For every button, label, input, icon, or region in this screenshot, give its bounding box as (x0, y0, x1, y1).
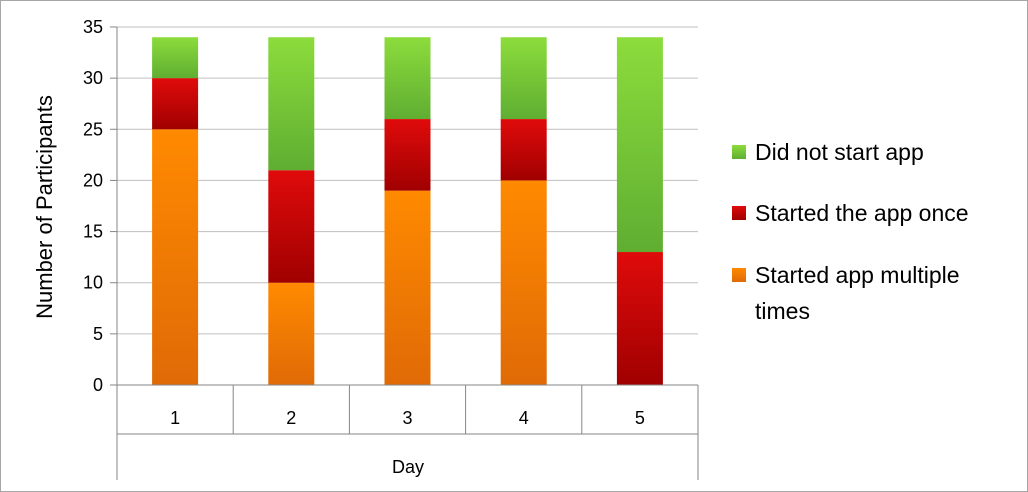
x-tick-label: 4 (519, 408, 529, 428)
x-tick-label: 5 (635, 408, 645, 428)
legend-swatch (732, 268, 746, 282)
bar-segment (268, 282, 315, 385)
x-tick-label: 3 (402, 408, 412, 428)
legend-label: Did not start app (755, 139, 924, 165)
bar-segment (500, 119, 547, 181)
bar-segment (384, 190, 431, 385)
x-tick-label: 1 (170, 408, 180, 428)
y-tick-label: 5 (93, 324, 103, 344)
y-tick-label: 10 (83, 273, 103, 293)
y-tick-label: 35 (83, 17, 103, 37)
y-tick-labels: 0 5 10 15 20 25 30 35 (83, 17, 103, 395)
legend-swatch (732, 145, 746, 159)
bar-segment (616, 252, 663, 385)
legend-label: times (755, 298, 810, 324)
x-tick-labels: 1 2 3 4 5 (170, 408, 645, 428)
axes (116, 27, 699, 480)
y-tick-label: 15 (83, 222, 103, 242)
legend-label: Started the app once (755, 200, 969, 226)
bar-segment (268, 170, 315, 283)
bar-segment (384, 37, 431, 120)
legend: Did not start app Started the app once Sta… (732, 139, 969, 324)
y-tick-label: 20 (83, 170, 103, 190)
x-axis-title: Day (392, 457, 424, 477)
y-tick-label: 0 (93, 375, 103, 395)
y-tick-label: 25 (83, 119, 103, 139)
x-tick-label: 2 (286, 408, 296, 428)
bar-segment (268, 37, 315, 171)
bars (152, 37, 663, 385)
bar-segment (152, 37, 199, 79)
bar-segment (152, 78, 199, 130)
legend-label: Started app multiple (755, 262, 960, 288)
bar-segment (500, 180, 547, 385)
y-tick-label: 30 (83, 68, 103, 88)
bar-segment (616, 37, 663, 253)
bar-segment (384, 119, 431, 191)
bar-segment (500, 37, 547, 120)
y-axis-title: Number of Participants (32, 95, 57, 319)
legend-swatch (732, 206, 746, 220)
bar-segment (152, 129, 199, 385)
